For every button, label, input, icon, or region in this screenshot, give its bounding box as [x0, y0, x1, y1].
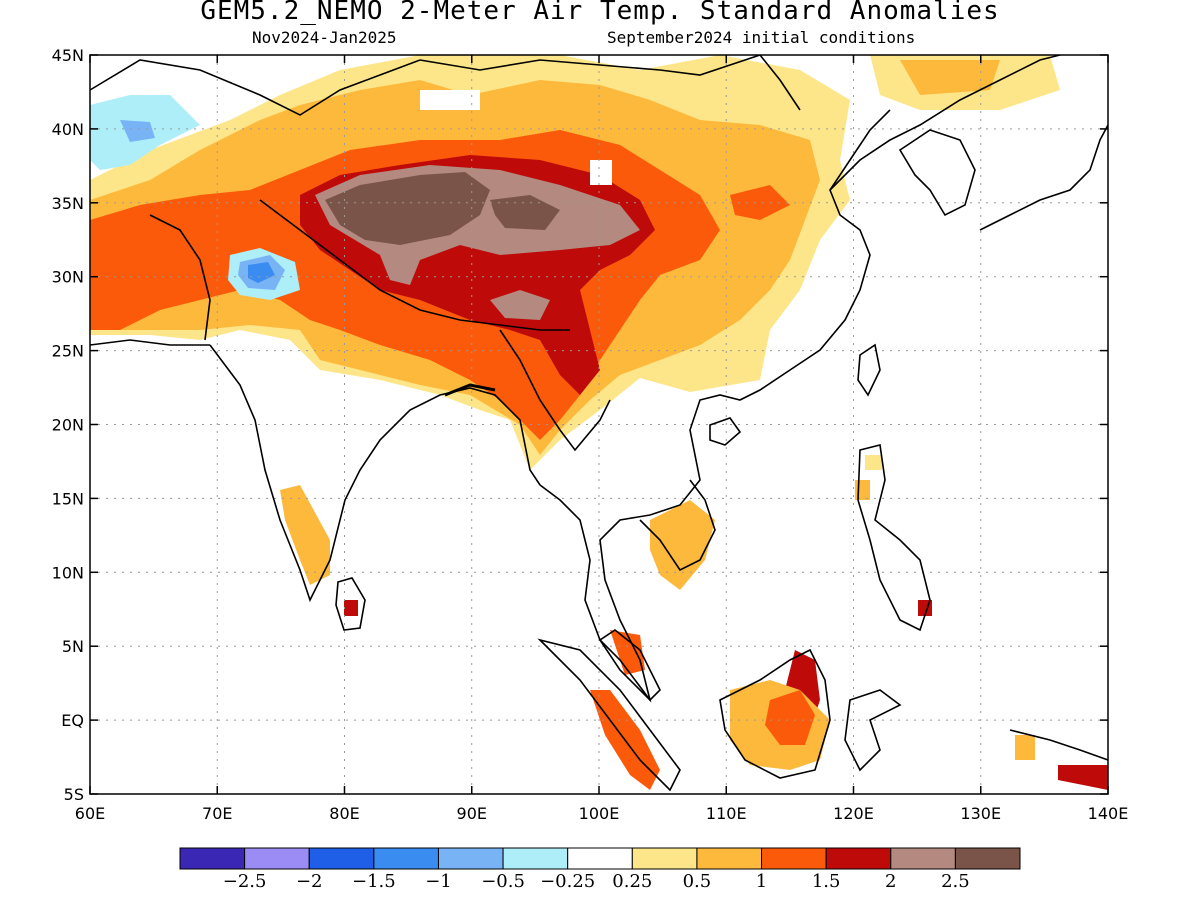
coastline-hainan — [709, 417, 742, 446]
coastline-malaysia — [598, 629, 661, 702]
coastline-sumatra — [537, 638, 681, 792]
forecast-period: Nov2024-Jan2025 — [252, 28, 397, 47]
lat-tick-label: 5S — [64, 785, 84, 804]
lon-tick-label: 120E — [833, 804, 874, 823]
bangladesh-coast — [444, 383, 496, 397]
lat-tick-label: 30N — [52, 268, 84, 287]
anomaly-region-near-zero — [590, 160, 612, 185]
anomaly-region-0.5 — [1015, 735, 1035, 760]
colorbar: −2.5 −2 −1.5 −1 −0.5 −0.25 0.25 0.5 1 1.5 2 2.5 — [179, 847, 1021, 892]
lat-tick-label: 45N — [52, 46, 84, 65]
coastline-borneo — [719, 648, 831, 779]
lat-tick-label: 25N — [52, 342, 84, 361]
lat-tick-label: 15N — [52, 489, 84, 508]
colorbar-swatch — [890, 847, 956, 870]
anomaly-region-1 — [765, 690, 815, 745]
lon-tick-label: 80E — [329, 804, 359, 823]
latitude-axis: 45N 40N 35N 30N 25N 20N 15N 10N 5N EQ 5S — [52, 46, 1108, 804]
anomaly-region-0.25 — [865, 455, 882, 470]
initial-conditions: September2024 initial conditions — [607, 28, 916, 47]
lat-tick-label: 40N — [52, 120, 84, 139]
coastline-india — [209, 344, 541, 603]
lon-tick-label: 100E — [579, 804, 620, 823]
colorbar-swatch — [761, 847, 827, 870]
coastline-taiwan — [857, 343, 881, 397]
anomaly-region-1.5 — [1058, 765, 1108, 790]
colorbar-label: 2 — [885, 871, 896, 892]
anomaly-region-0.5 — [900, 60, 1000, 95]
anomaly-region-neg-0.5 — [120, 120, 155, 142]
anomaly-region-0.5 — [280, 485, 330, 585]
lat-tick-label: 20N — [52, 416, 84, 435]
anomaly-region-2.5 — [490, 195, 560, 230]
colorbar-swatch — [308, 847, 375, 870]
coastline-china-north — [829, 55, 1061, 191]
coastline-srilanka — [335, 577, 366, 631]
anomaly-region-2.5 — [325, 172, 490, 245]
colorbar-swatch — [825, 847, 892, 870]
colorbar-label: −1.5 — [352, 871, 396, 892]
colorbar-swatch — [179, 847, 246, 870]
colorbar-swatch — [502, 847, 569, 870]
border-westasia — [90, 339, 210, 346]
border-myanmar — [499, 329, 611, 452]
coastline-japan — [979, 124, 1108, 231]
coastlines — [90, 55, 1108, 792]
coastline-philippines — [857, 444, 931, 632]
lat-tick-label: EQ — [61, 711, 84, 730]
colorbar-swatch — [954, 847, 1021, 870]
border-mongolia — [419, 55, 801, 111]
lon-tick-label: 60E — [75, 804, 105, 823]
colorbar-label: 1 — [756, 871, 767, 892]
lon-tick-label: 70E — [202, 804, 232, 823]
coastline-sulawesi — [844, 689, 902, 772]
colorbar-label: −2.5 — [223, 871, 267, 892]
lon-tick-label: 90E — [457, 804, 487, 823]
coastline-korea — [898, 129, 976, 217]
lat-tick-label: 5N — [62, 637, 84, 656]
lon-tick-label: 110E — [706, 804, 747, 823]
colorbar-swatch — [373, 847, 439, 870]
anomaly-region-0.5 — [855, 480, 870, 500]
coastline-newguinea — [1009, 729, 1108, 761]
lon-tick-label: 140E — [1088, 804, 1129, 823]
anomaly-region-0.5 — [650, 500, 715, 590]
anomaly-region-1 — [610, 630, 645, 675]
anomaly-field — [90, 55, 1108, 790]
colorbar-label: 2.5 — [941, 871, 970, 892]
colorbar-label: 0.25 — [612, 871, 652, 892]
colorbar-label: 0.5 — [683, 871, 712, 892]
map-title: GEM5.2_NEMO 2-Meter Air Temp. Standard A… — [200, 0, 1000, 26]
coastline-indochina — [539, 109, 891, 703]
colorbar-label: −0.5 — [481, 871, 525, 892]
colorbar-label: −2 — [296, 871, 323, 892]
colorbar-label: −1 — [425, 871, 452, 892]
anomaly-region-neg-1 — [248, 262, 275, 283]
lat-tick-label: 10N — [52, 563, 84, 582]
anomaly-region-1.5 — [344, 600, 358, 616]
colorbar-swatch — [244, 847, 310, 870]
colorbar-label: 1.5 — [812, 871, 841, 892]
lat-tick-label: 35N — [52, 194, 84, 213]
coastline-vietnam — [639, 479, 716, 572]
border-pakistan — [149, 214, 211, 341]
colorbar-swatch — [696, 847, 763, 870]
border-centralasia — [90, 59, 421, 116]
colorbar-swatch — [631, 847, 698, 870]
anomaly-region-near-zero — [420, 90, 480, 110]
border-himalaya — [259, 199, 570, 331]
lon-tick-label: 130E — [960, 804, 1001, 823]
anomaly-region-1 — [730, 185, 790, 220]
colorbar-swatch — [567, 847, 633, 870]
colorbar-swatch — [437, 847, 504, 870]
anomaly-region-2 — [490, 290, 550, 320]
longitude-axis: 60E 70E 80E 90E 100E 110E 120E 130E 140E — [75, 55, 1129, 823]
colorbar-label: −0.25 — [540, 871, 595, 892]
